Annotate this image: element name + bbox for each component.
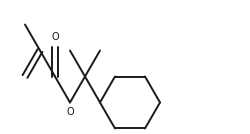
- Text: O: O: [51, 32, 59, 42]
- Text: O: O: [66, 107, 74, 117]
